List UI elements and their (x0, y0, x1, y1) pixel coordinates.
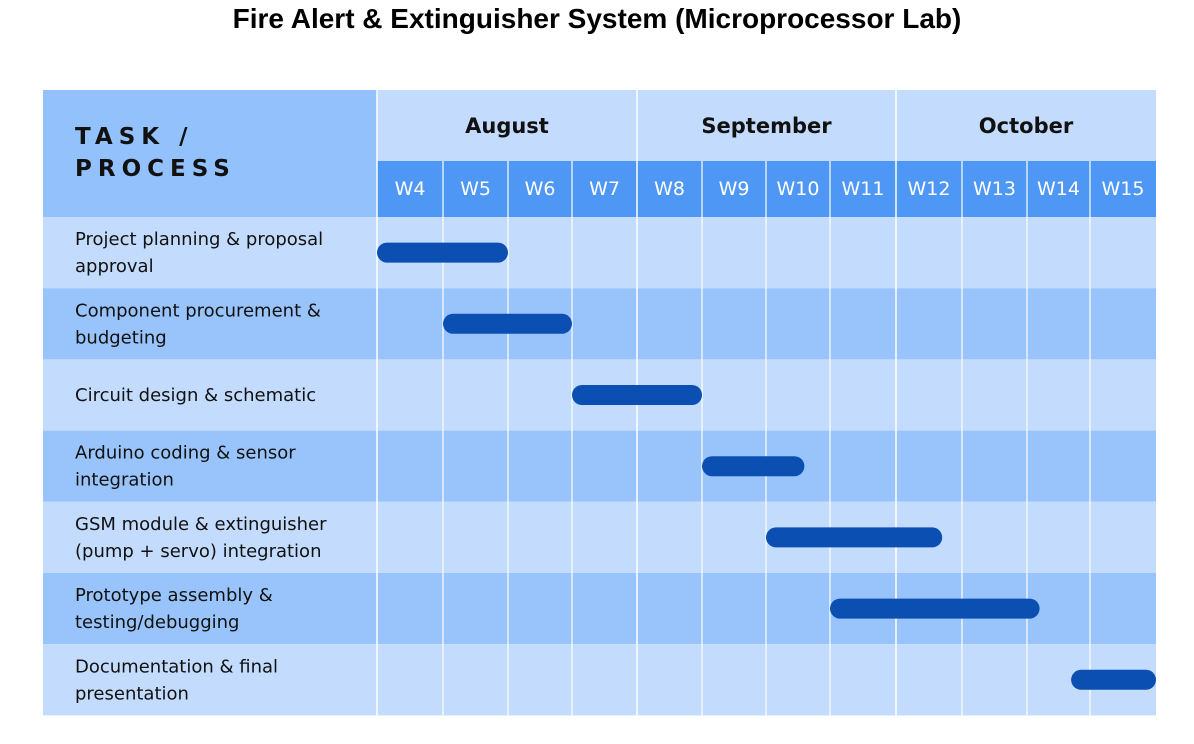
chart-title: Fire Alert & Extinguisher System (Microp… (232, 3, 962, 34)
task-label: testing/debugging (75, 612, 240, 633)
task-row-bg (43, 644, 1156, 716)
week-label: W8 (654, 178, 685, 200)
task-row-bg (43, 430, 1156, 502)
month-label: October (979, 114, 1074, 138)
task-label: GSM module & extinguisher (75, 514, 327, 535)
task-header-cell (43, 90, 377, 217)
week-label: W11 (842, 178, 885, 200)
week-label: W7 (589, 178, 620, 200)
week-label: W14 (1037, 178, 1080, 200)
task-row-bg (43, 217, 1156, 289)
task-process-header: TASK / (75, 124, 194, 150)
week-label: W13 (973, 178, 1016, 200)
task-bar (443, 313, 572, 334)
task-label: integration (75, 470, 174, 491)
task-label: presentation (75, 683, 189, 704)
task-bar (377, 242, 508, 263)
week-label: W5 (460, 178, 491, 200)
task-bar (702, 456, 805, 477)
task-label: Arduino coding & sensor (75, 443, 296, 464)
task-bar (766, 527, 943, 548)
task-label: Component procurement & (75, 300, 321, 321)
task-label: (pump + servo) integration (75, 541, 321, 562)
task-label: budgeting (75, 327, 167, 348)
month-header-row (377, 90, 1156, 161)
task-label: Project planning & proposal (75, 229, 323, 250)
task-row-bg (43, 288, 1156, 360)
task-bar (1071, 669, 1156, 690)
task-label: approval (75, 256, 154, 277)
week-label: W15 (1102, 178, 1145, 200)
week-label: W10 (777, 178, 820, 200)
task-label: Documentation & final (75, 656, 278, 677)
month-label: September (701, 114, 832, 138)
week-label: W9 (719, 178, 750, 200)
task-bar (830, 598, 1040, 619)
month-label: August (465, 114, 549, 138)
week-label: W6 (525, 178, 556, 200)
task-label: Prototype assembly & (75, 585, 273, 606)
task-label: Circuit design & schematic (75, 385, 316, 406)
task-row-bg (43, 501, 1156, 573)
task-process-header: PROCESS (75, 156, 236, 182)
week-label: W12 (908, 178, 951, 200)
week-label: W4 (395, 178, 426, 200)
task-bar (572, 385, 702, 405)
